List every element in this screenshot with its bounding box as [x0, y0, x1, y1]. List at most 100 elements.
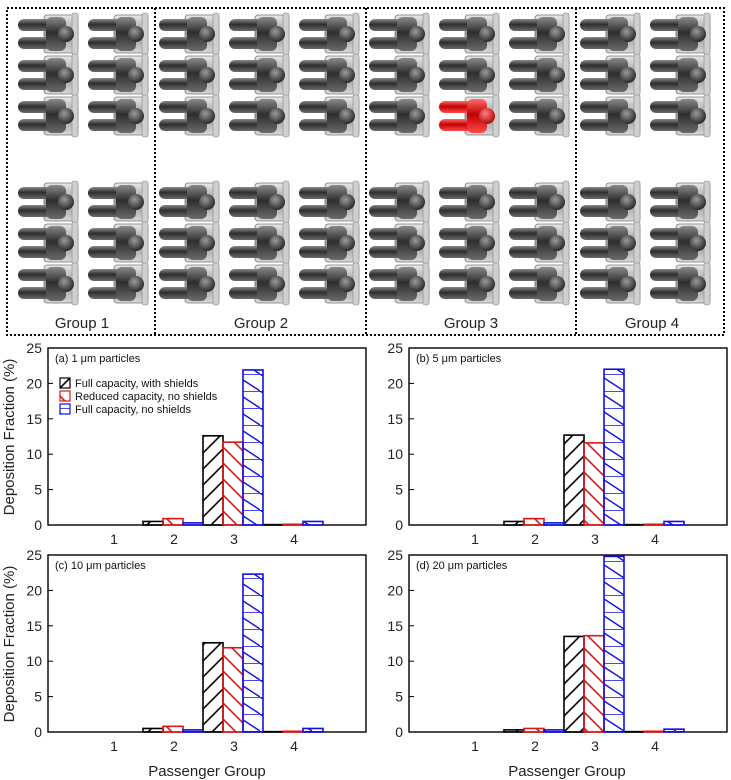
x-tick-label: 4 — [290, 531, 298, 547]
x-tick-label: 2 — [531, 738, 539, 754]
passenger-seat — [650, 262, 711, 306]
passenger-seat — [650, 12, 711, 56]
y-tick-label: 15 — [26, 618, 42, 634]
bar-2-series-1 — [503, 729, 525, 733]
passenger-seat — [369, 262, 430, 306]
passenger-head — [409, 194, 425, 210]
passenger-head — [479, 67, 495, 83]
chart-panel-c: 0 5 10 15 20 25 1 2 3 4 (c) 10 μm particles — [26, 547, 367, 754]
panel-title: (d) 20 μm particles — [416, 560, 508, 572]
passenger-torso — [46, 99, 66, 133]
passenger-torso — [327, 99, 347, 133]
passenger-torso — [116, 17, 136, 51]
y-tick-label: 10 — [387, 653, 403, 669]
passenger-head — [58, 235, 74, 251]
passenger-seat — [88, 262, 149, 306]
passenger-torso — [257, 226, 277, 260]
passenger-head — [620, 235, 636, 251]
group-label-4: Group 4 — [625, 315, 679, 332]
y-tick-label: 20 — [26, 375, 42, 391]
passenger-head — [479, 108, 495, 124]
seat-grid — [18, 12, 711, 306]
passenger-torso — [187, 58, 207, 92]
x-tick-label: 3 — [230, 738, 238, 754]
ylabel-top: Deposition Fraction (%) — [1, 359, 18, 516]
passenger-head — [128, 67, 144, 83]
passenger-head — [409, 235, 425, 251]
passenger-torso — [187, 226, 207, 260]
x-tick-label: 3 — [230, 531, 238, 547]
legend-item: Full capacity, with shields — [59, 377, 199, 390]
passenger-seat — [650, 180, 711, 224]
passenger-torso — [397, 17, 417, 51]
passenger-seat — [88, 53, 149, 97]
bar-3-series-1 — [563, 434, 585, 526]
x-tick-label: 1 — [471, 738, 479, 754]
passenger-seat — [439, 53, 500, 97]
bar-3-series-1 — [563, 635, 585, 733]
passenger-torso — [678, 226, 698, 260]
passenger-torso — [46, 226, 66, 260]
passenger-head — [409, 108, 425, 124]
passenger-seat — [369, 180, 430, 224]
y-tick-label: 20 — [26, 582, 42, 598]
passenger-torso — [327, 17, 347, 51]
bar-2-series-2 — [523, 517, 545, 526]
passenger-torso — [608, 185, 628, 219]
y-tick-label: 10 — [26, 653, 42, 669]
passenger-head — [549, 276, 565, 292]
passenger-torso — [397, 185, 417, 219]
passenger-seat — [18, 221, 79, 265]
passenger-head — [339, 26, 355, 42]
passenger-head — [58, 276, 74, 292]
passenger-torso — [257, 267, 277, 301]
passenger-seat — [229, 12, 290, 56]
bar-3-series-3 — [242, 369, 264, 526]
passenger-head — [690, 26, 706, 42]
bar-2-series-2 — [162, 517, 184, 526]
passenger-seat — [159, 94, 220, 138]
passenger-head — [199, 108, 215, 124]
bar-2-series-1 — [503, 520, 525, 526]
bar-4-series-2 — [643, 730, 665, 733]
passenger-seat — [18, 53, 79, 97]
passenger-torso — [46, 17, 66, 51]
passenger-torso — [116, 267, 136, 301]
passenger-head — [128, 108, 144, 124]
passenger-torso — [257, 17, 277, 51]
passenger-seat — [580, 53, 641, 97]
passenger-seat — [439, 180, 500, 224]
xlabel-left: Passenger Group — [148, 763, 266, 780]
passenger-torso — [467, 226, 487, 260]
passenger-head — [128, 276, 144, 292]
passenger-seat — [229, 94, 290, 138]
passenger-head — [269, 235, 285, 251]
passenger-torso — [467, 185, 487, 219]
y-tick-label: 0 — [395, 517, 403, 533]
passenger-seat — [369, 94, 430, 138]
passenger-head — [690, 194, 706, 210]
passenger-seat — [299, 221, 360, 265]
passenger-torso — [327, 226, 347, 260]
passenger-head — [58, 194, 74, 210]
passenger-torso — [608, 17, 628, 51]
x-tick-label: 4 — [651, 738, 659, 754]
passenger-torso — [257, 58, 277, 92]
passenger-seat — [650, 94, 711, 138]
passenger-torso — [608, 99, 628, 133]
passenger-head — [269, 26, 285, 42]
group-label-1: Group 1 — [55, 315, 109, 332]
passenger-seat — [369, 53, 430, 97]
passenger-seat — [650, 53, 711, 97]
passenger-seat — [159, 180, 220, 224]
legend-swatch — [59, 390, 71, 402]
passenger-seat — [18, 262, 79, 306]
passenger-head — [58, 26, 74, 42]
passenger-head — [549, 67, 565, 83]
y-tick-label: 0 — [34, 517, 42, 533]
passenger-seat — [509, 53, 570, 97]
passenger-head — [269, 276, 285, 292]
bar-3-series-3 — [242, 573, 264, 733]
passenger-head — [199, 276, 215, 292]
